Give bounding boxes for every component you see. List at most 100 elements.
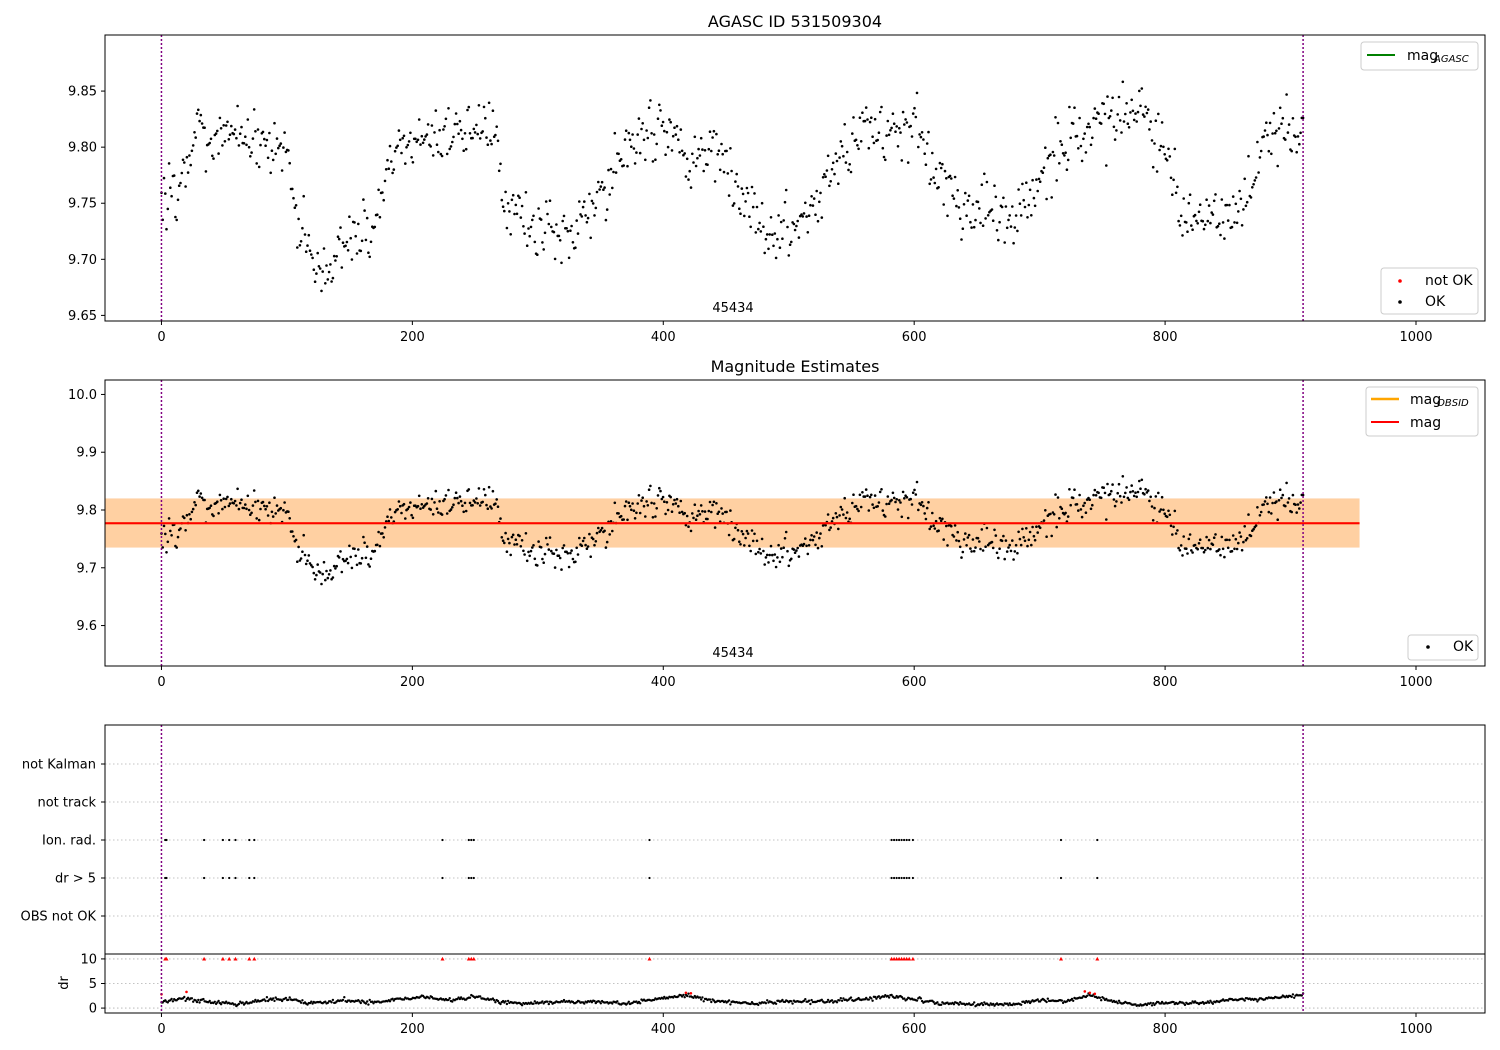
ok-point xyxy=(176,535,180,539)
ok-point xyxy=(663,500,666,504)
ok-point xyxy=(636,502,639,505)
ok-point xyxy=(1186,230,1189,233)
ok-point xyxy=(831,161,835,165)
ok-point xyxy=(1202,550,1206,554)
ok-point xyxy=(411,516,415,520)
ok-point xyxy=(311,565,314,569)
ok-point xyxy=(1171,533,1174,536)
ok-point xyxy=(1298,507,1301,510)
ok-point xyxy=(1212,536,1216,539)
ok-point xyxy=(835,159,839,163)
ok-point xyxy=(1117,482,1121,486)
ok-point xyxy=(224,497,228,501)
ok-point xyxy=(1188,193,1192,196)
ok-point xyxy=(828,184,831,188)
ok-point xyxy=(1204,223,1207,227)
ok-point xyxy=(448,147,452,151)
ok-point xyxy=(1240,224,1244,227)
ok-point xyxy=(1084,151,1088,154)
ok-point xyxy=(1174,532,1178,535)
ok-point xyxy=(777,214,780,217)
ok-point xyxy=(844,516,848,520)
dr-point xyxy=(197,998,200,1002)
ok-point xyxy=(744,536,747,540)
dr-point xyxy=(882,995,886,998)
ok-point xyxy=(687,525,690,528)
y-tick-label: 10 xyxy=(80,952,97,967)
flag-row-label: Ion. rad. xyxy=(42,834,96,849)
flag-point xyxy=(893,838,896,842)
ok-point xyxy=(313,280,317,284)
x-tick-label: 0 xyxy=(157,330,165,345)
ok-point xyxy=(1033,204,1037,208)
ok-point xyxy=(541,557,544,561)
ok-point xyxy=(1258,514,1262,517)
ok-point xyxy=(1013,550,1017,553)
flag-row-label: dr > 5 xyxy=(55,872,96,887)
flag-point xyxy=(221,838,224,842)
agasc-point-legend: not OK OK xyxy=(1380,267,1479,315)
ok-point xyxy=(277,146,280,150)
ok-point xyxy=(567,256,571,260)
ok-point xyxy=(871,503,874,506)
ok-point xyxy=(404,162,407,165)
ok-point xyxy=(244,135,247,138)
ok-point xyxy=(1042,519,1046,522)
ok-point xyxy=(915,480,919,484)
ok-point xyxy=(1291,117,1295,120)
dr-point xyxy=(932,1000,935,1004)
ok-point xyxy=(750,185,754,189)
ok-point xyxy=(1088,498,1091,502)
ok-point xyxy=(600,526,604,530)
ok-point xyxy=(732,537,736,541)
ok-point xyxy=(320,582,323,586)
dr-point xyxy=(700,998,703,1001)
dr-point xyxy=(198,1001,201,1004)
dr-point xyxy=(225,1000,228,1003)
ok-point xyxy=(1287,497,1291,500)
ok-point xyxy=(783,537,787,540)
ok-point xyxy=(781,237,784,240)
ok-point xyxy=(1223,555,1226,559)
ok-point xyxy=(341,557,345,561)
ok-point xyxy=(1185,221,1188,224)
ok-point xyxy=(1148,499,1151,503)
ok-point xyxy=(1158,148,1161,152)
ok-point xyxy=(296,560,299,563)
ok-point xyxy=(778,246,782,249)
dr-point xyxy=(166,1001,169,1004)
ok-point xyxy=(856,507,859,511)
ok-point xyxy=(270,510,274,514)
ok-point xyxy=(899,501,902,504)
ok-point xyxy=(275,137,279,140)
ok-point xyxy=(890,126,893,130)
dr-clipped-marker xyxy=(889,956,894,961)
flag-point xyxy=(470,838,473,842)
ok-point xyxy=(647,106,651,109)
dr-point xyxy=(388,1000,392,1003)
dr-point xyxy=(1145,1003,1149,1007)
ok-point xyxy=(1138,89,1141,93)
ok-point xyxy=(1061,152,1065,155)
ok-point xyxy=(716,153,719,156)
ok-point xyxy=(1052,154,1056,157)
ok-point xyxy=(486,143,490,146)
ok-point xyxy=(903,123,906,126)
ok-point xyxy=(961,550,965,554)
ok-point xyxy=(961,227,965,230)
ok-point xyxy=(250,151,253,154)
ok-point xyxy=(348,215,351,218)
ok-point xyxy=(834,152,838,155)
ok-point xyxy=(496,139,500,143)
ok-point xyxy=(481,500,485,504)
ok-point xyxy=(1299,131,1302,135)
ok-point xyxy=(1206,219,1210,223)
ok-point xyxy=(284,150,288,154)
ok-point xyxy=(906,516,910,520)
ok-point xyxy=(952,535,956,538)
ok-point xyxy=(745,186,749,190)
ok-point xyxy=(764,556,768,559)
ok-point xyxy=(678,151,681,154)
dr-point xyxy=(202,997,205,1001)
ok-point xyxy=(1021,182,1024,186)
